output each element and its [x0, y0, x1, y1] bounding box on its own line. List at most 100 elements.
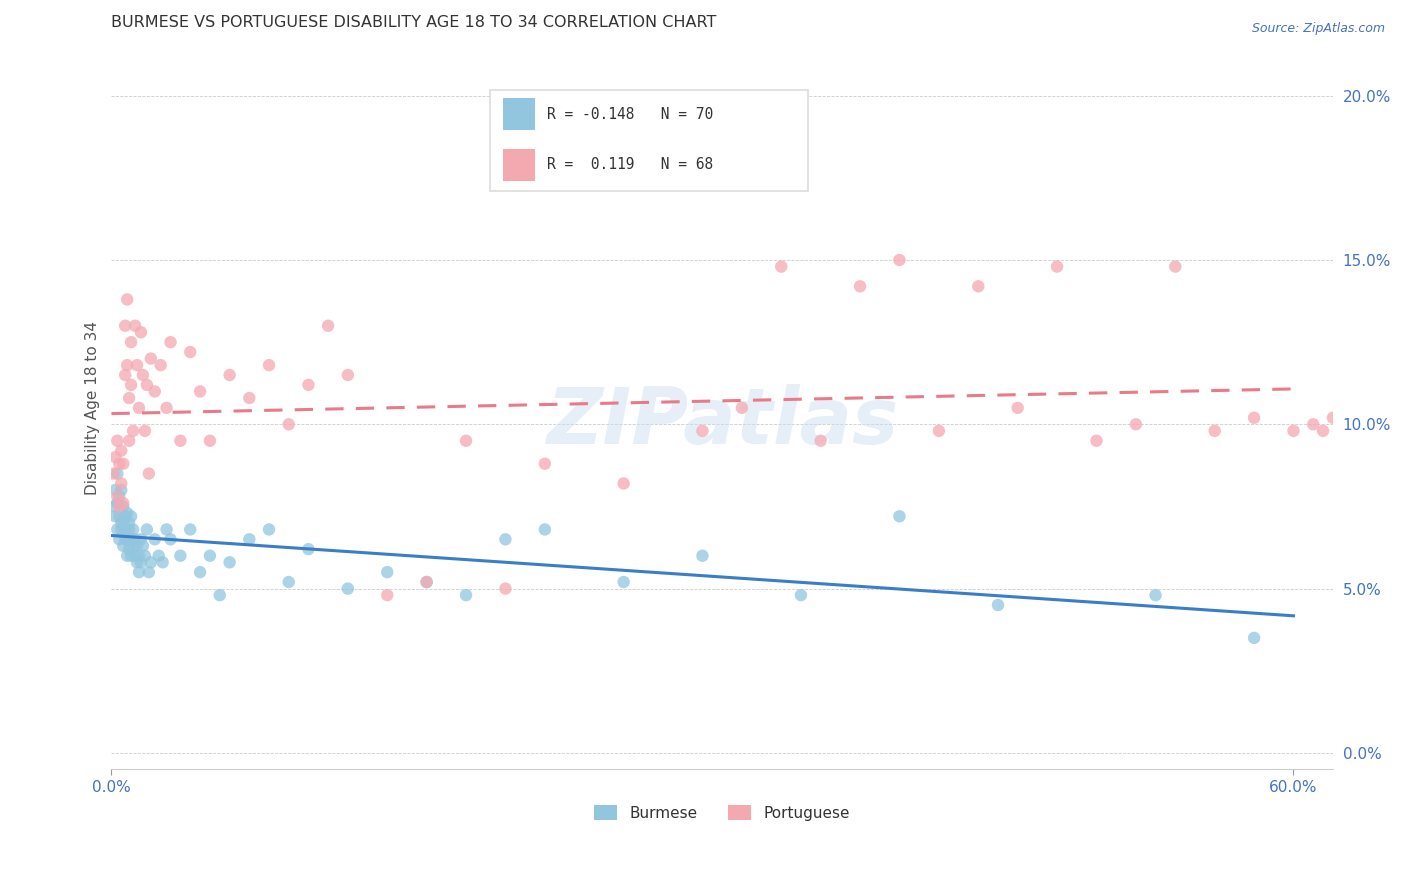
- Point: [120, 533, 142, 547]
- Point: [124, 549, 146, 563]
- Point: [132, 539, 155, 553]
- Point: [138, 467, 160, 481]
- Point: [118, 542, 141, 557]
- Point: [218, 368, 240, 382]
- Point: [112, 539, 135, 553]
- Point: [104, 450, 127, 465]
- Point: [115, 293, 138, 307]
- Point: [129, 555, 152, 569]
- Point: [790, 588, 813, 602]
- Point: [118, 523, 141, 537]
- Point: [1302, 417, 1324, 432]
- Point: [1243, 410, 1265, 425]
- Point: [316, 318, 339, 333]
- Text: ZIPatlas: ZIPatlas: [546, 384, 898, 460]
- Point: [135, 523, 157, 537]
- Point: [134, 549, 156, 563]
- Point: [108, 457, 131, 471]
- Point: [159, 533, 181, 547]
- Point: [122, 523, 145, 537]
- Point: [1144, 588, 1167, 602]
- Point: [110, 443, 132, 458]
- Point: [297, 377, 319, 392]
- Point: [534, 523, 557, 537]
- Point: [454, 434, 477, 448]
- Point: [135, 377, 157, 392]
- Point: [849, 279, 872, 293]
- Point: [125, 358, 148, 372]
- Point: [731, 401, 754, 415]
- Point: [155, 523, 177, 537]
- Point: [1164, 260, 1187, 274]
- Point: [118, 391, 141, 405]
- Point: [297, 542, 319, 557]
- Point: [110, 516, 132, 530]
- Point: [108, 509, 131, 524]
- Legend: Burmese, Portuguese: Burmese, Portuguese: [588, 798, 856, 827]
- Point: [375, 588, 398, 602]
- Point: [494, 533, 516, 547]
- Point: [1243, 631, 1265, 645]
- Point: [692, 549, 714, 563]
- Point: [122, 539, 145, 553]
- Point: [692, 424, 714, 438]
- Point: [188, 384, 211, 399]
- Point: [375, 565, 398, 579]
- Point: [1282, 424, 1305, 438]
- Point: [114, 368, 136, 382]
- Point: [110, 476, 132, 491]
- Point: [105, 490, 128, 504]
- Point: [198, 434, 221, 448]
- Point: [770, 260, 793, 274]
- Point: [613, 476, 636, 491]
- Point: [104, 483, 127, 497]
- Point: [112, 500, 135, 514]
- Point: [120, 549, 142, 563]
- Point: [120, 509, 142, 524]
- Point: [115, 533, 138, 547]
- Point: [104, 509, 127, 524]
- Point: [188, 565, 211, 579]
- Point: [108, 500, 131, 514]
- Point: [336, 582, 359, 596]
- Point: [105, 434, 128, 448]
- Point: [105, 523, 128, 537]
- Point: [128, 401, 150, 415]
- Point: [110, 483, 132, 497]
- Point: [143, 533, 166, 547]
- Point: [114, 318, 136, 333]
- Point: [128, 549, 150, 563]
- Point: [105, 467, 128, 481]
- Point: [129, 326, 152, 340]
- Point: [108, 490, 131, 504]
- Point: [1322, 410, 1344, 425]
- Point: [179, 345, 201, 359]
- Point: [1085, 434, 1108, 448]
- Point: [238, 391, 260, 405]
- Point: [103, 500, 125, 514]
- Point: [112, 516, 135, 530]
- Point: [257, 358, 280, 372]
- Point: [967, 279, 990, 293]
- Point: [1312, 424, 1334, 438]
- Point: [613, 574, 636, 589]
- Point: [1125, 417, 1147, 432]
- Point: [1204, 424, 1226, 438]
- Point: [115, 549, 138, 563]
- Point: [139, 351, 162, 366]
- Point: [277, 417, 299, 432]
- Point: [120, 377, 142, 392]
- Point: [118, 434, 141, 448]
- Point: [134, 424, 156, 438]
- Point: [179, 523, 201, 537]
- Point: [155, 401, 177, 415]
- Text: BURMESE VS PORTUGUESE DISABILITY AGE 18 TO 34 CORRELATION CHART: BURMESE VS PORTUGUESE DISABILITY AGE 18 …: [111, 15, 717, 30]
- Point: [112, 496, 135, 510]
- Point: [124, 533, 146, 547]
- Point: [124, 318, 146, 333]
- Point: [198, 549, 221, 563]
- Point: [494, 582, 516, 596]
- Point: [110, 523, 132, 537]
- Y-axis label: Disability Age 18 to 34: Disability Age 18 to 34: [86, 321, 100, 495]
- Point: [218, 555, 240, 569]
